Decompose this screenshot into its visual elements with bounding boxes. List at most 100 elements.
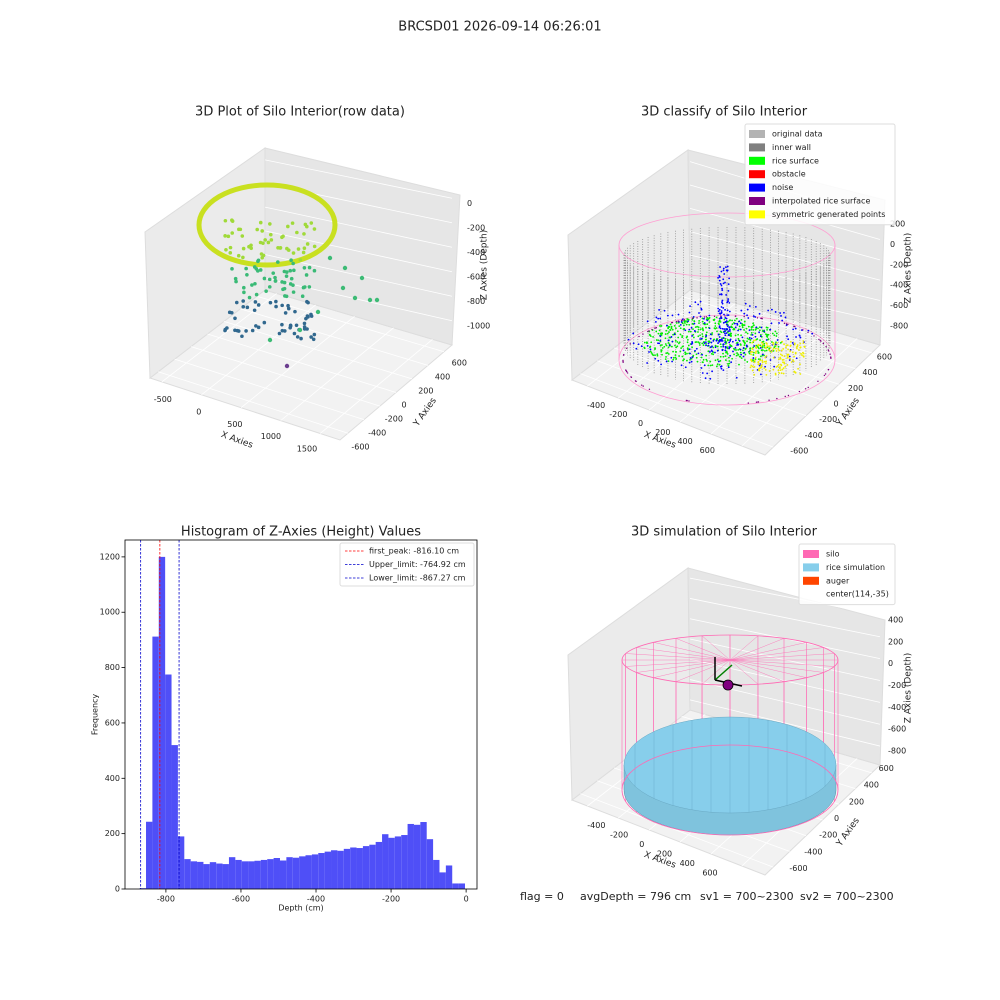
grid-line: [264, 159, 453, 199]
point: [719, 266, 721, 268]
point: [659, 317, 662, 320]
y-tick-label: 1200: [100, 552, 120, 561]
point: [779, 312, 782, 314]
point: [679, 327, 682, 330]
point: [722, 337, 725, 339]
point: [766, 345, 769, 348]
point: [288, 324, 293, 328]
point: [695, 353, 698, 356]
point: [244, 266, 248, 271]
point: [660, 363, 663, 366]
point: [802, 340, 805, 342]
point: [683, 320, 686, 323]
point: [718, 319, 721, 322]
point: [667, 346, 670, 349]
point: [774, 330, 777, 333]
point: [770, 308, 773, 311]
point: [811, 332, 814, 335]
point: [340, 285, 346, 291]
point: [291, 261, 295, 266]
y-tick-label: -600: [789, 864, 807, 873]
point: [640, 345, 643, 348]
point: [724, 308, 726, 311]
point: [751, 365, 754, 368]
point: [258, 268, 263, 272]
point: [757, 358, 760, 361]
point: [738, 363, 740, 366]
auger-center: [722, 679, 734, 691]
point: [696, 360, 699, 363]
point: [657, 342, 659, 345]
point: [635, 347, 638, 350]
point: [673, 333, 676, 336]
point: [632, 342, 635, 345]
point: [739, 322, 742, 325]
point: [829, 353, 831, 355]
x-tick-label: -600: [232, 895, 250, 904]
point: [271, 271, 276, 275]
point: [659, 325, 661, 327]
histogram-bar: [426, 839, 434, 889]
point: [699, 300, 702, 303]
point: [750, 353, 753, 356]
point: [706, 316, 709, 319]
point: [802, 329, 804, 331]
legend-label: symmetric generated points: [772, 210, 885, 219]
point: [643, 341, 646, 344]
point: [748, 337, 751, 339]
point: [705, 358, 708, 361]
point: [794, 351, 797, 354]
point: [650, 341, 653, 344]
point: [723, 328, 726, 330]
point: [286, 224, 290, 229]
chart-title: 3D simulation of Silo Interior: [631, 525, 818, 540]
point: [650, 351, 653, 354]
point: [755, 350, 758, 353]
point: [762, 343, 764, 346]
point: [750, 360, 753, 363]
point: [708, 321, 711, 323]
chart-title: Histogram of Z-Axies (Height) Values: [181, 525, 421, 540]
point: [684, 353, 687, 356]
point: [307, 265, 312, 270]
plot-frame: [124, 539, 478, 890]
point: [773, 365, 776, 368]
point: [727, 298, 730, 300]
point: [750, 332, 753, 334]
point: [691, 318, 694, 321]
point: [751, 341, 754, 344]
point: [768, 370, 771, 372]
point: [646, 341, 649, 344]
point: [745, 331, 747, 334]
point: [666, 324, 668, 327]
point: [625, 369, 627, 371]
point: [752, 315, 755, 317]
point: [785, 324, 788, 326]
point: [303, 222, 308, 227]
z-tick-label: 400: [888, 615, 903, 624]
x-tick-label: -400: [587, 821, 605, 830]
point: [749, 366, 752, 369]
point: [752, 324, 755, 327]
point: [292, 268, 296, 273]
point: [807, 329, 810, 332]
point: [744, 302, 747, 305]
point: [240, 334, 244, 339]
z-tick-label: 200: [890, 220, 905, 229]
silo-wire: [675, 659, 731, 682]
point: [649, 334, 651, 337]
histogram-bar: [222, 864, 229, 889]
point: [701, 335, 704, 338]
point: [819, 339, 821, 342]
point: [225, 326, 229, 330]
point: [727, 320, 729, 323]
point: [626, 372, 629, 374]
y-tick-label: -200: [819, 831, 837, 840]
point: [734, 315, 737, 317]
point: [677, 313, 680, 316]
point: [666, 352, 669, 354]
point: [776, 365, 779, 368]
point: [289, 258, 293, 263]
z-tick-label: -200: [890, 260, 908, 269]
point: [767, 338, 770, 340]
